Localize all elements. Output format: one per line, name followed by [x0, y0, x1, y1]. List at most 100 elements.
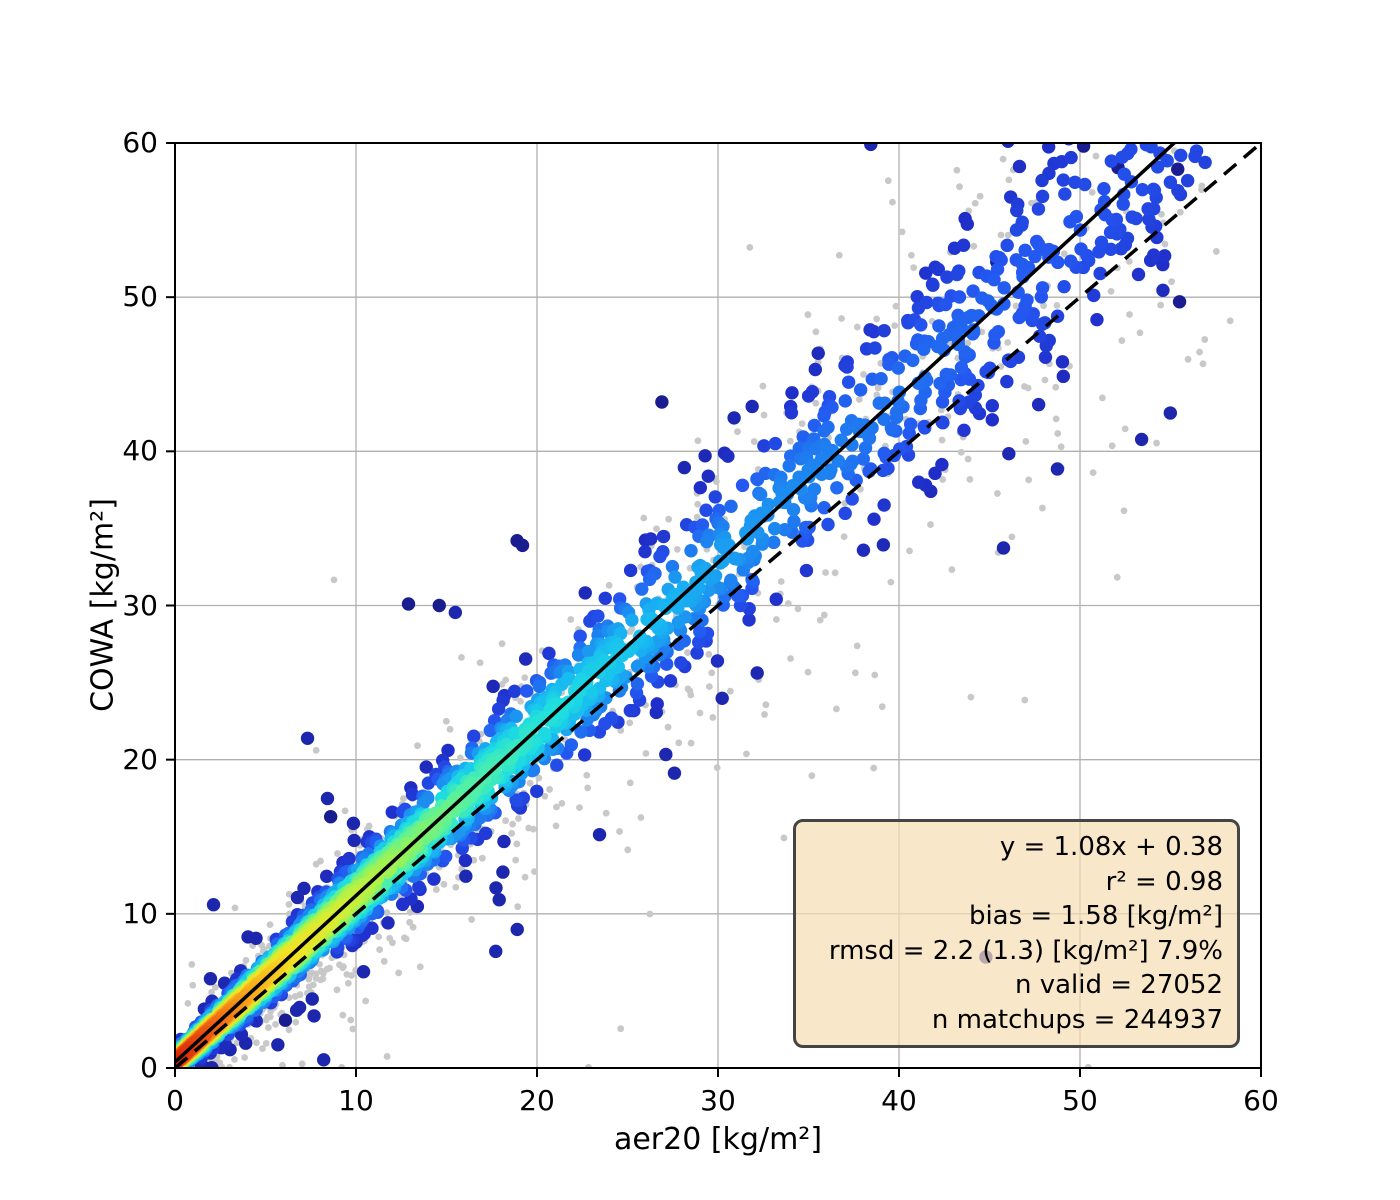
matchup-point	[780, 834, 788, 842]
valid-scatter-point	[1057, 279, 1071, 294]
valid-scatter-point	[653, 549, 667, 564]
matchup-point	[1212, 124, 1219, 131]
matchup-point	[851, 669, 859, 677]
valid-scatter-point	[727, 551, 742, 565]
valid-scatter-point	[1064, 150, 1078, 165]
matchup-point	[1181, 124, 1188, 131]
valid-scatter-point	[427, 872, 441, 886]
valid-scatter-point	[753, 487, 768, 502]
valid-scatter-point	[768, 436, 783, 451]
valid-scatter-point	[1016, 113, 1029, 126]
valid-scatter-point	[458, 853, 473, 868]
valid-scatter-point	[290, 890, 305, 905]
valid-scatter-point	[381, 916, 395, 930]
matchup-point	[512, 856, 520, 864]
matchup-point	[1052, 383, 1060, 391]
matchup-point	[759, 382, 767, 390]
valid-scatter-point	[1001, 143, 1015, 148]
matchup-point	[231, 904, 239, 912]
matchup-point	[853, 323, 861, 331]
matchup-point	[189, 981, 197, 989]
valid-scatter-point	[950, 267, 964, 282]
matchup-point	[1005, 176, 1013, 184]
matchup-point	[1161, 240, 1169, 248]
valid-scatter-point	[721, 449, 735, 463]
matchup-point	[440, 880, 448, 888]
matchup-point	[696, 709, 704, 717]
valid-scatter-point	[708, 490, 722, 504]
valid-scatter-point	[710, 654, 725, 668]
matchup-point	[1103, 124, 1110, 131]
matchup-point	[1174, 124, 1181, 131]
valid-scatter-point	[574, 725, 588, 739]
valid-scatter-point	[700, 534, 714, 549]
matchup-point	[1212, 248, 1220, 255]
valid-scatter-point	[419, 760, 433, 774]
matchup-point	[526, 779, 534, 787]
valid-scatter-point	[939, 367, 953, 382]
valid-scatter-point	[935, 457, 949, 472]
valid-scatter-point	[1104, 123, 1117, 136]
valid-scatter-point	[665, 559, 680, 574]
valid-scatter-point	[684, 544, 698, 558]
matchup-point	[409, 923, 417, 931]
valid-scatter-point	[1134, 432, 1149, 447]
valid-scatter-point	[1186, 113, 1199, 126]
valid-scatter-point	[891, 361, 905, 375]
matchup-point	[416, 963, 424, 971]
valid-scatter-point	[784, 406, 799, 420]
valid-scatter-point	[799, 563, 814, 578]
valid-scatter-point	[691, 635, 706, 649]
valid-scatter-point	[778, 522, 792, 537]
valid-scatter-point	[853, 383, 868, 397]
valid-scatter-point	[876, 463, 890, 478]
matchup-point	[1126, 311, 1133, 318]
valid-scatter-point	[1156, 283, 1170, 298]
matchup-point	[687, 739, 695, 747]
matchup-point	[1021, 696, 1029, 704]
valid-scatter-point	[598, 591, 612, 605]
matchup-point	[265, 1024, 272, 1031]
matchup-point	[705, 650, 713, 658]
matchup-point	[908, 251, 915, 259]
matchup-point	[253, 1039, 260, 1047]
valid-scatter-point	[926, 278, 940, 292]
valid-scatter-point	[932, 319, 946, 333]
valid-scatter-point	[405, 787, 420, 802]
matchup-point	[1120, 507, 1128, 515]
matchup-point	[1118, 337, 1126, 344]
matchup-point	[640, 514, 648, 522]
valid-scatter-point	[1153, 146, 1167, 160]
matchup-point	[938, 436, 946, 444]
matchup-point	[626, 779, 634, 787]
valid-scatter-point	[1064, 254, 1078, 268]
matchup-point	[617, 1025, 625, 1033]
valid-scatter-point	[385, 805, 399, 819]
matchup-point	[1098, 394, 1106, 402]
valid-scatter-point	[1104, 113, 1117, 126]
valid-scatter-point	[745, 572, 759, 587]
matchup-point	[1041, 376, 1049, 384]
matchup-point	[726, 687, 734, 695]
valid-scatter-point	[727, 411, 741, 425]
valid-scatter-point	[346, 816, 361, 831]
matchup-point	[1207, 124, 1214, 131]
valid-scatter-point	[903, 417, 918, 431]
valid-scatter-point	[954, 320, 969, 335]
valid-scatter-point	[1135, 182, 1150, 197]
valid-scatter-point	[693, 624, 707, 639]
matchup-point	[1009, 124, 1016, 131]
matchup-point	[1121, 425, 1129, 433]
matchup-point	[760, 411, 768, 419]
valid-scatter-point	[840, 360, 854, 374]
valid-scatter-point	[987, 273, 1001, 287]
valid-scatter-point	[1179, 113, 1192, 126]
valid-scatter-point	[530, 784, 544, 798]
matchup-point	[812, 328, 820, 336]
matchup-point	[348, 972, 356, 979]
matchup-point	[1040, 302, 1047, 310]
valid-scatter-point	[838, 506, 852, 521]
valid-scatter-point	[650, 697, 664, 711]
matchup-point	[1008, 124, 1015, 131]
matchup-point	[642, 750, 650, 757]
